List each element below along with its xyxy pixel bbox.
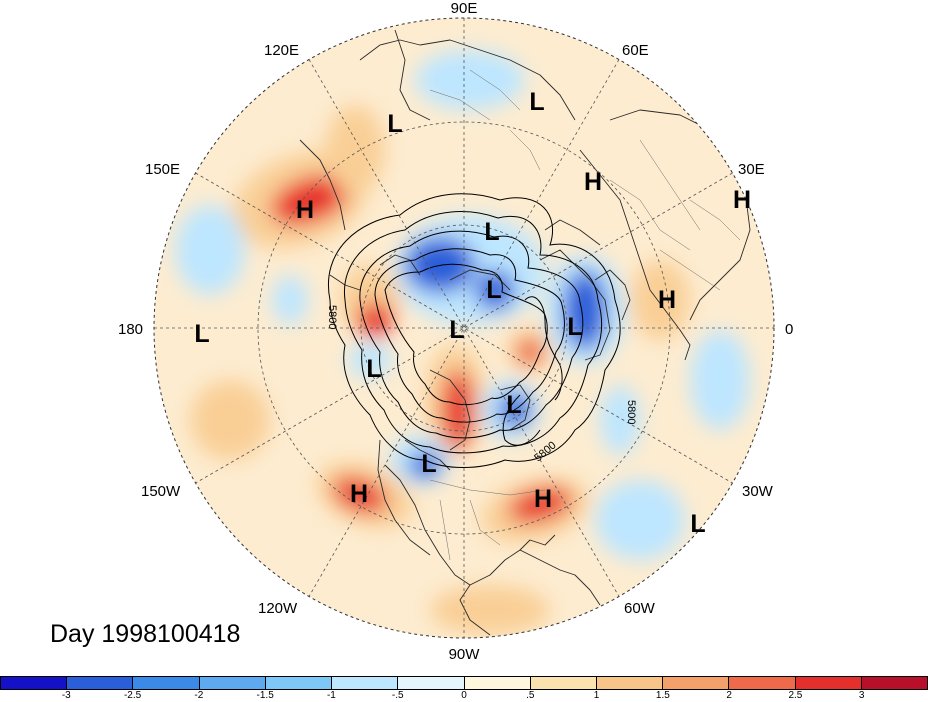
height-contours xyxy=(328,193,621,468)
low-marker: L xyxy=(366,355,381,383)
colorbar-segment xyxy=(530,676,597,690)
colorbar-tick-label: -2 xyxy=(194,690,204,701)
colorbar-tick-label: 0 xyxy=(461,690,467,701)
anomaly-shading xyxy=(430,585,550,635)
lon-label-0: 0 xyxy=(785,321,793,338)
low-marker: L xyxy=(484,218,499,246)
anomaly-shading xyxy=(630,260,690,340)
colorbar-segment xyxy=(0,676,68,690)
colorbar-tick-label: -1 xyxy=(326,690,336,701)
anomaly-shading xyxy=(325,105,385,195)
low-marker: L xyxy=(690,510,705,538)
anomaly-shading xyxy=(357,302,393,338)
contour-label-5800: 5800 xyxy=(625,400,637,424)
low-marker: L xyxy=(567,313,582,341)
colorbar-tick-label: .5 xyxy=(526,690,535,701)
anomaly-field xyxy=(154,18,774,638)
anomaly-shading xyxy=(508,487,572,523)
colorbar-segment xyxy=(861,676,928,690)
high-marker: H xyxy=(296,196,314,224)
colorbar-tick-label: -1.5 xyxy=(256,690,274,701)
colorbar-tick-label: 2.5 xyxy=(788,690,803,701)
anomaly-shading xyxy=(600,385,640,455)
anomaly-shading xyxy=(690,330,750,430)
lon-label-150e: 150E xyxy=(145,161,180,178)
low-marker: L xyxy=(506,391,521,419)
anomaly-shading xyxy=(475,270,515,310)
colorbar-segment xyxy=(663,676,730,690)
colorbar-segment xyxy=(729,676,796,690)
contour-label-5800: 5800 xyxy=(326,305,338,329)
colorbar-segment xyxy=(133,676,200,690)
low-marker: L xyxy=(194,320,209,348)
colorbar-segment xyxy=(265,676,333,690)
low-marker: L xyxy=(387,110,402,138)
anomaly-shading xyxy=(333,477,387,513)
high-marker: H xyxy=(658,286,676,314)
low-marker: L xyxy=(529,88,544,116)
colorbar-segment xyxy=(332,676,399,690)
colorbar-segment xyxy=(199,676,266,690)
grid-lines xyxy=(154,18,774,638)
lon-label-30e: 30E xyxy=(738,161,765,178)
lon-label-180: 180 xyxy=(118,321,143,338)
colorbar-tick-label: -3 xyxy=(61,690,71,701)
anomaly-shading xyxy=(518,340,542,364)
lon-label-30w: 30W xyxy=(742,483,774,500)
longitude-labels: 90E 60E 30E 0 30W 60W 90W 120W 150W 180 … xyxy=(118,0,793,663)
colorbar-segment xyxy=(596,676,664,690)
anomaly-shading xyxy=(272,275,308,325)
low-marker: L xyxy=(486,276,501,304)
pressure-centers: L L H H H L L L H L L L L L H H L xyxy=(194,88,751,538)
colorbar-tick-labels: -3 -2.5 -2 -1.5 -1 -.5 0 .5 1 1.5 2 2.5 3 xyxy=(0,690,928,702)
lon-label-60w: 60W xyxy=(624,600,656,617)
colorbar-segment xyxy=(464,676,531,690)
colorbar-tick-label: -.5 xyxy=(391,690,404,701)
high-marker: H xyxy=(584,168,602,196)
colorbar-segment xyxy=(67,676,134,690)
anomaly-shading xyxy=(415,50,525,110)
lon-label-120w: 120W xyxy=(258,600,298,617)
high-marker: H xyxy=(733,186,751,214)
low-marker: L xyxy=(449,316,464,344)
anomaly-shading xyxy=(271,175,349,225)
colorbar xyxy=(0,676,928,690)
colorbar-segment xyxy=(795,676,862,690)
low-marker: L xyxy=(421,450,436,478)
colorbar-tick-label: -2.5 xyxy=(123,690,142,701)
high-marker: H xyxy=(534,485,552,513)
lon-label-120e: 120E xyxy=(264,42,299,59)
lon-label-90w: 90W xyxy=(449,646,481,663)
lon-label-150w: 150W xyxy=(141,483,181,500)
colorbar-tick-label: 1.5 xyxy=(655,690,670,701)
high-marker: H xyxy=(350,480,368,508)
anomaly-shading xyxy=(409,451,441,479)
colorbar-tick-label: 1 xyxy=(593,690,600,701)
anomaly-shading xyxy=(595,480,685,560)
lon-label-90e: 90E xyxy=(451,0,478,17)
border-lines xyxy=(429,69,741,561)
date-label: Day 1998100418 xyxy=(50,620,241,648)
lon-label-60e: 60E xyxy=(622,42,649,59)
anomaly-shading xyxy=(348,342,392,378)
colorbar-tick-label: 3 xyxy=(858,690,865,701)
anomaly-shading xyxy=(190,380,270,460)
anomaly-shading xyxy=(175,205,245,295)
colorbar-segment xyxy=(398,676,465,690)
map-boundary xyxy=(153,17,775,639)
colorbar-tick-label: 2 xyxy=(726,690,732,701)
